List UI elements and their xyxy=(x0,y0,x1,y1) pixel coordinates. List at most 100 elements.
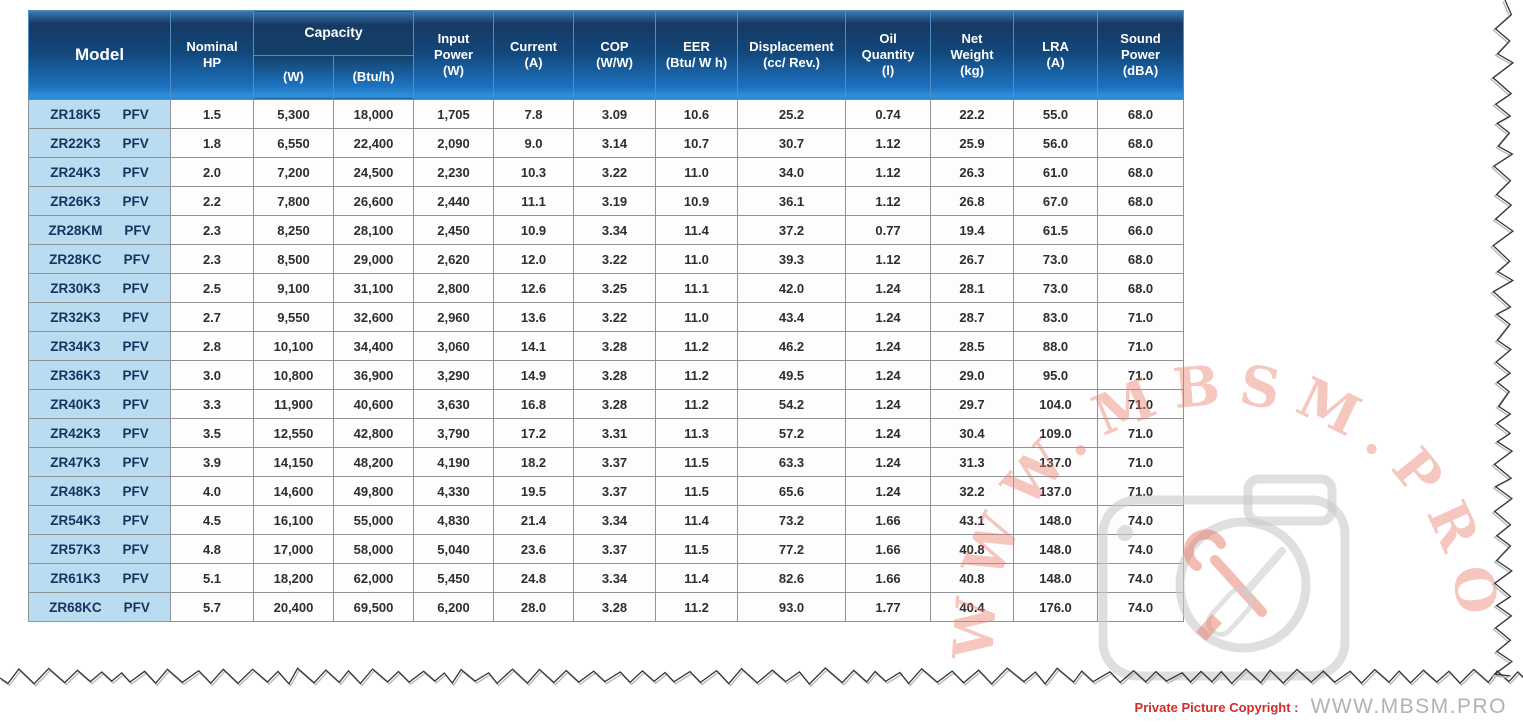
value-cell: 63.3 xyxy=(737,447,847,477)
value-cell: 25.9 xyxy=(930,128,1015,158)
model-suffix: PFV xyxy=(122,164,149,180)
value-cell: 95.0 xyxy=(1013,360,1099,390)
value-cell: 57.2 xyxy=(737,418,847,448)
value-cell: 74.0 xyxy=(1097,505,1185,535)
value-cell: 3.22 xyxy=(573,157,657,187)
value-cell: 26.3 xyxy=(930,157,1015,187)
value-cell: 1.12 xyxy=(845,157,932,187)
value-cell: 8,250 xyxy=(253,215,334,245)
value-cell: 4,190 xyxy=(413,447,495,477)
value-cell: 148.0 xyxy=(1013,505,1099,535)
value-cell: 29.0 xyxy=(930,360,1015,390)
model-suffix: PFV xyxy=(122,396,149,412)
model-cell: ZR28KM PFV xyxy=(28,215,171,245)
value-cell: 5.7 xyxy=(170,592,254,622)
value-cell: 68.0 xyxy=(1097,244,1185,274)
table-row: ZR36K3 PFV 3.0 10,800 36,900 3,290 14.9 3.28 11.… xyxy=(28,360,1185,390)
value-cell: 3.28 xyxy=(573,331,657,361)
header-displacement: Displacement (cc/ Rev.) xyxy=(737,10,847,100)
table-row: ZR30K3 PFV 2.5 9,100 31,100 2,800 12.6 3.25 11.1… xyxy=(28,273,1185,303)
value-cell: 3.5 xyxy=(170,418,254,448)
value-cell: 3.34 xyxy=(573,215,657,245)
value-cell: 48,200 xyxy=(332,447,415,477)
value-cell: 42.0 xyxy=(737,273,847,303)
value-cell: 34,400 xyxy=(332,331,415,361)
value-cell: 11.4 xyxy=(655,215,739,245)
value-cell: 71.0 xyxy=(1097,418,1185,448)
model-cell: ZR18K5 PFV xyxy=(28,99,171,129)
value-cell: 55,000 xyxy=(332,505,415,535)
value-cell: 58,000 xyxy=(332,534,415,564)
value-cell: 1.12 xyxy=(845,186,932,216)
value-cell: 16.8 xyxy=(493,389,575,419)
value-cell: 1.24 xyxy=(845,476,932,506)
model-number: ZR28KC xyxy=(49,251,102,267)
value-cell: 49,800 xyxy=(332,476,415,506)
model-number: ZR26K3 xyxy=(50,193,101,209)
value-cell: 9.0 xyxy=(493,128,575,158)
value-cell: 2,440 xyxy=(413,186,495,216)
value-cell: 19.5 xyxy=(493,476,575,506)
value-cell: 3,060 xyxy=(413,331,495,361)
value-cell: 40,600 xyxy=(332,389,415,419)
value-cell: 74.0 xyxy=(1097,534,1185,564)
value-cell: 2,450 xyxy=(413,215,495,245)
value-cell: 9,550 xyxy=(253,302,334,332)
model-cell: ZR24K3 PFV xyxy=(28,157,171,187)
value-cell: 74.0 xyxy=(1097,563,1185,593)
value-cell: 1.66 xyxy=(845,505,932,535)
table-row: ZR47K3 PFV 3.9 14,150 48,200 4,190 18.2 3.37 11.… xyxy=(28,447,1185,477)
value-cell: 14.9 xyxy=(493,360,575,390)
value-cell: 73.0 xyxy=(1013,244,1099,274)
model-cell: ZR57K3 PFV xyxy=(28,534,171,564)
value-cell: 137.0 xyxy=(1013,447,1099,477)
value-cell: 26,600 xyxy=(332,186,415,216)
value-cell: 1.24 xyxy=(845,302,932,332)
model-cell: ZR36K3 PFV xyxy=(28,360,171,390)
value-cell: 3.37 xyxy=(573,534,657,564)
value-cell: 28,100 xyxy=(332,215,415,245)
model-cell: ZR26K3 PFV xyxy=(28,186,171,216)
value-cell: 11.4 xyxy=(655,563,739,593)
value-cell: 93.0 xyxy=(737,592,847,622)
table-row: ZR18K5 PFV 1.5 5,300 18,000 1,705 7.8 3.09 10.6 2… xyxy=(28,99,1185,129)
value-cell: 1.24 xyxy=(845,418,932,448)
value-cell: 2.0 xyxy=(170,157,254,187)
value-cell: 0.77 xyxy=(845,215,932,245)
value-cell: 73.2 xyxy=(737,505,847,535)
value-cell: 26.7 xyxy=(930,244,1015,274)
model-number: ZR42K3 xyxy=(50,425,101,441)
value-cell: 42,800 xyxy=(332,418,415,448)
value-cell: 3.22 xyxy=(573,244,657,274)
value-cell: 3.19 xyxy=(573,186,657,216)
value-cell: 11,900 xyxy=(253,389,334,419)
value-cell: 8,500 xyxy=(253,244,334,274)
copyright-label: Private Picture Copyright : xyxy=(1134,699,1299,715)
model-number: ZR22K3 xyxy=(50,135,101,151)
spec-table-body: ZR18K5 PFV 1.5 5,300 18,000 1,705 7.8 3.09 10.6 2… xyxy=(28,99,1185,622)
value-cell: 17.2 xyxy=(493,418,575,448)
value-cell: 40.8 xyxy=(930,563,1015,593)
value-cell: 3.09 xyxy=(573,99,657,129)
value-cell: 3.31 xyxy=(573,418,657,448)
model-number: ZR40K3 xyxy=(50,396,101,412)
table-row: ZR28KM PFV 2.3 8,250 28,100 2,450 10.9 3.34 11.4… xyxy=(28,215,1185,245)
model-cell: ZR42K3 PFV xyxy=(28,418,171,448)
value-cell: 46.2 xyxy=(737,331,847,361)
model-cell: ZR48K3 PFV xyxy=(28,476,171,506)
value-cell: 71.0 xyxy=(1097,389,1185,419)
value-cell: 36,900 xyxy=(332,360,415,390)
value-cell: 71.0 xyxy=(1097,360,1185,390)
value-cell: 2,800 xyxy=(413,273,495,303)
value-cell: 10,800 xyxy=(253,360,334,390)
value-cell: 4.0 xyxy=(170,476,254,506)
value-cell: 5,300 xyxy=(253,99,334,129)
value-cell: 16,100 xyxy=(253,505,334,535)
model-number: ZR57K3 xyxy=(50,541,101,557)
value-cell: 67.0 xyxy=(1013,186,1099,216)
value-cell: 13.6 xyxy=(493,302,575,332)
value-cell: 18.2 xyxy=(493,447,575,477)
model-suffix: PFV xyxy=(122,570,149,586)
header-input-power: Input Power (W) xyxy=(413,10,495,100)
table-row: ZR24K3 PFV 2.0 7,200 24,500 2,230 10.3 3.22 11.0… xyxy=(28,157,1185,187)
